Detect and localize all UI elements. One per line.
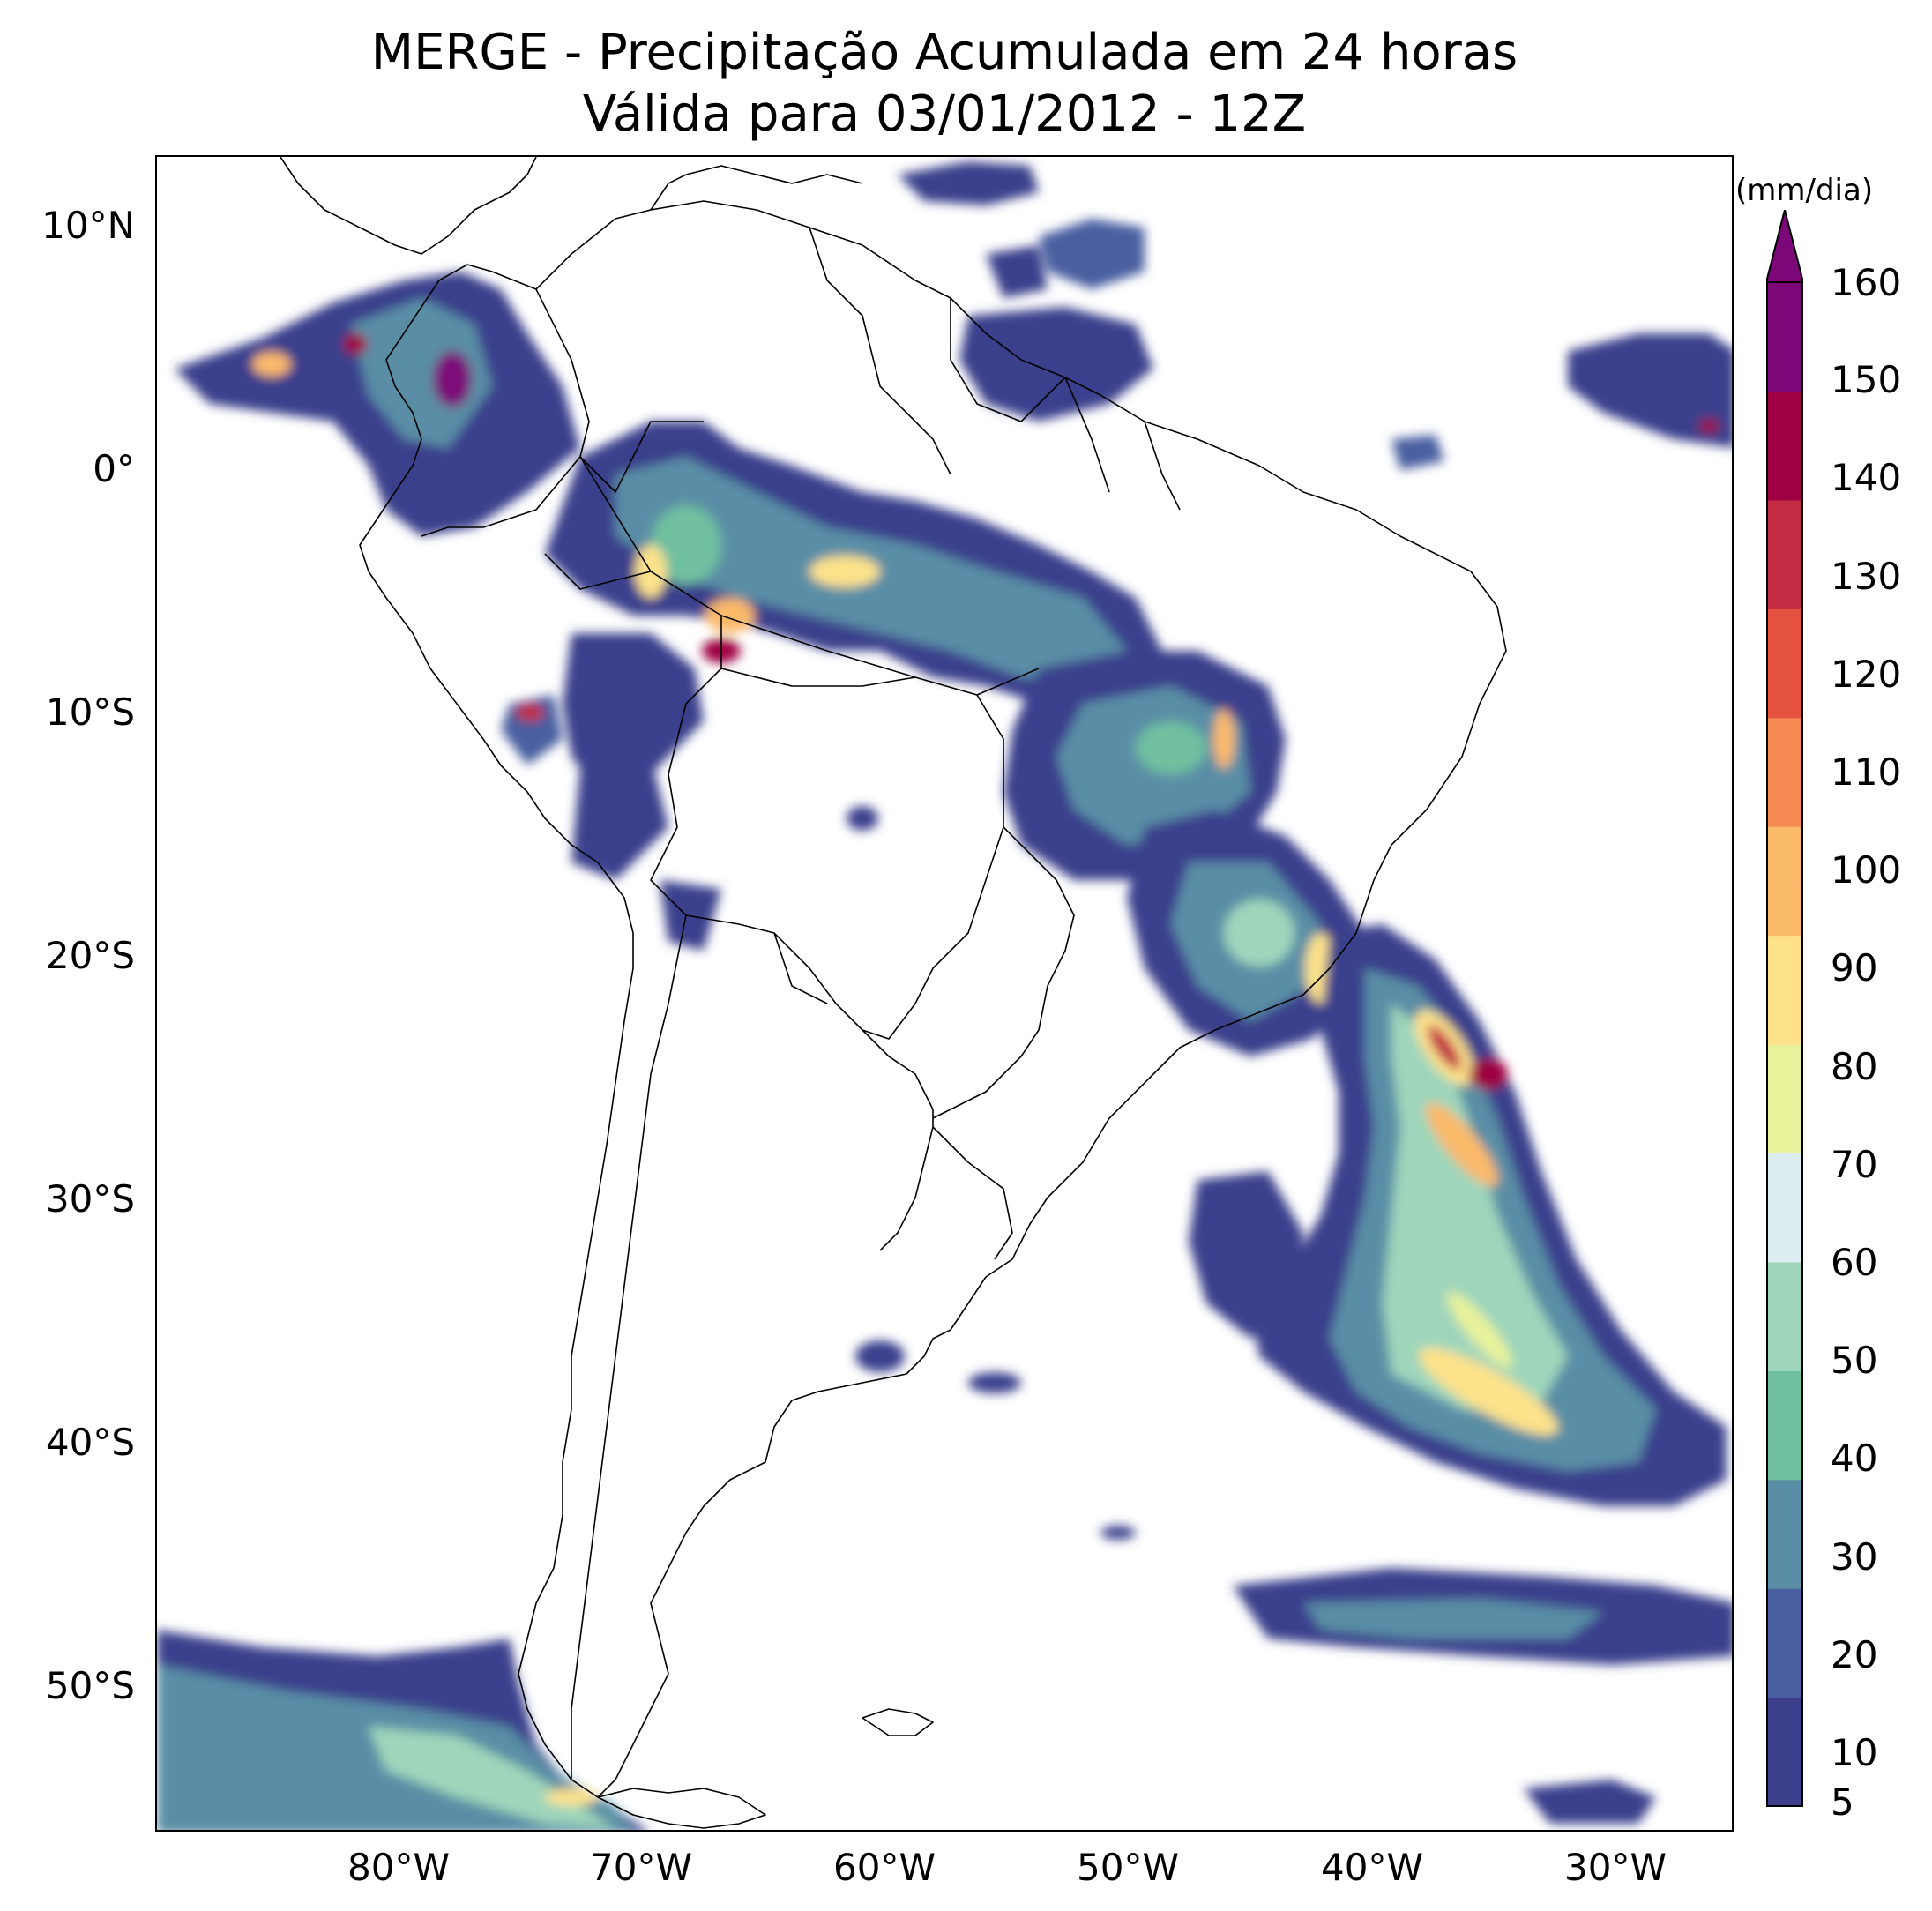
colorbar-extend-arrow <box>1766 210 1803 283</box>
colorbar-step <box>1767 336 1802 392</box>
coastlines-and-borders <box>280 157 1507 1829</box>
colorbar-step <box>1767 282 1802 338</box>
lat-label-50s: 50°S <box>45 1664 135 1707</box>
colorbar-tick-50: 50 <box>1831 1339 1878 1382</box>
lon-label-60w: 60°W <box>833 1846 936 1889</box>
map-panel[interactable]: INPE <box>155 155 1734 1832</box>
colorbar-step <box>1767 1261 1802 1318</box>
colorbar-step <box>1767 1697 1802 1752</box>
colorbar-step <box>1767 554 1802 609</box>
lat-label-30s: 30°S <box>45 1177 135 1221</box>
rain-area-caribbean <box>898 161 1039 205</box>
colorbar-tick-80: 80 <box>1831 1045 1878 1088</box>
colorbar-tick-90: 90 <box>1831 946 1878 989</box>
rain-area-northwest-inner <box>351 298 492 448</box>
falkland-islands <box>862 1708 934 1736</box>
colorbar-step <box>1767 391 1802 446</box>
colorbar-step <box>1767 1370 1802 1426</box>
colorbar-tick-100: 100 <box>1831 848 1902 892</box>
lon-label-70w: 70°W <box>590 1846 692 1889</box>
colorbar-tick-130: 130 <box>1831 555 1902 598</box>
colorbar-tick-20: 20 <box>1831 1633 1878 1676</box>
lat-label-10s: 10°S <box>45 690 135 734</box>
colorbar-step <box>1767 1207 1802 1263</box>
colorbar-tick-150: 150 <box>1831 358 1902 401</box>
colorbar-tick-160: 160 <box>1831 261 1902 304</box>
colorbar-step <box>1767 445 1802 501</box>
colorbar-tick-40: 40 <box>1831 1437 1878 1480</box>
colorbar-step <box>1767 1098 1802 1154</box>
colorbar <box>1766 210 1803 1807</box>
map-title: MERGE - Precipitação Acumulada em 24 hor… <box>370 24 1518 81</box>
north-coast-caribbean <box>280 157 863 255</box>
lon-label-30w: 30°W <box>1564 1846 1667 1889</box>
colorbar-steps <box>1767 282 1802 1807</box>
lat-label-40s: 40°S <box>45 1421 135 1464</box>
colorbar-step <box>1767 1751 1802 1807</box>
colorbar-step <box>1767 663 1802 719</box>
south-america-coastline <box>359 200 1507 1798</box>
lat-label-0: 0° <box>93 447 135 490</box>
colorbar-step <box>1767 1588 1802 1644</box>
lon-label-80w: 80°W <box>347 1846 450 1889</box>
colorbar-tick-10: 10 <box>1831 1731 1878 1774</box>
colorbar-step <box>1767 1153 1802 1208</box>
tierra-del-fuego <box>597 1788 766 1829</box>
lat-label-20s: 20°S <box>45 934 135 977</box>
colorbar-step <box>1767 499 1802 556</box>
colorbar-step <box>1767 1425 1802 1481</box>
colorbar-unit: (mm/dia) <box>1735 173 1874 208</box>
rain-core-colombia <box>433 351 472 407</box>
colorbar-tick-5: 5 <box>1831 1780 1854 1824</box>
map-subtitle: Válida para 03/01/2012 - 12Z <box>582 86 1307 143</box>
colorbar-step <box>1767 1642 1802 1698</box>
colorbar-step <box>1767 989 1802 1045</box>
rain-area-bolivia <box>563 633 704 792</box>
colorbar-tick-120: 120 <box>1831 653 1902 696</box>
colorbar-step <box>1767 772 1802 827</box>
colorbar-step <box>1767 608 1802 664</box>
inpe-logo-graphic: INPE <box>1684 1781 1734 1832</box>
colorbar-step <box>1767 1479 1802 1535</box>
colorbar-step <box>1767 1316 1802 1371</box>
colorbar-step <box>1767 1044 1802 1100</box>
colorbar-step <box>1767 1534 1802 1589</box>
colorbar-step <box>1767 717 1802 773</box>
country-borders <box>421 227 1181 1780</box>
inpe-logo: INPE <box>1684 1781 1734 1832</box>
colorbar-tick-140: 140 <box>1831 456 1902 499</box>
lon-label-40w: 40°W <box>1321 1846 1423 1889</box>
rain-area-guianas <box>959 307 1153 422</box>
precipitation-field <box>157 161 1732 1830</box>
colorbar-step <box>1767 826 1802 882</box>
colorbar-step <box>1767 935 1802 990</box>
colorbar-tick-60: 60 <box>1831 1241 1878 1284</box>
lat-label-10n: 10°N <box>41 204 135 247</box>
colorbar-step <box>1767 880 1802 937</box>
rain-area-atlantic-ne <box>1568 333 1732 448</box>
colorbar-tick-110: 110 <box>1831 750 1902 794</box>
colorbar-tick-70: 70 <box>1831 1143 1878 1186</box>
lon-label-50w: 50°W <box>1077 1846 1179 1889</box>
colorbar-tick-30: 30 <box>1831 1535 1878 1579</box>
precipitation-map <box>157 157 1732 1830</box>
